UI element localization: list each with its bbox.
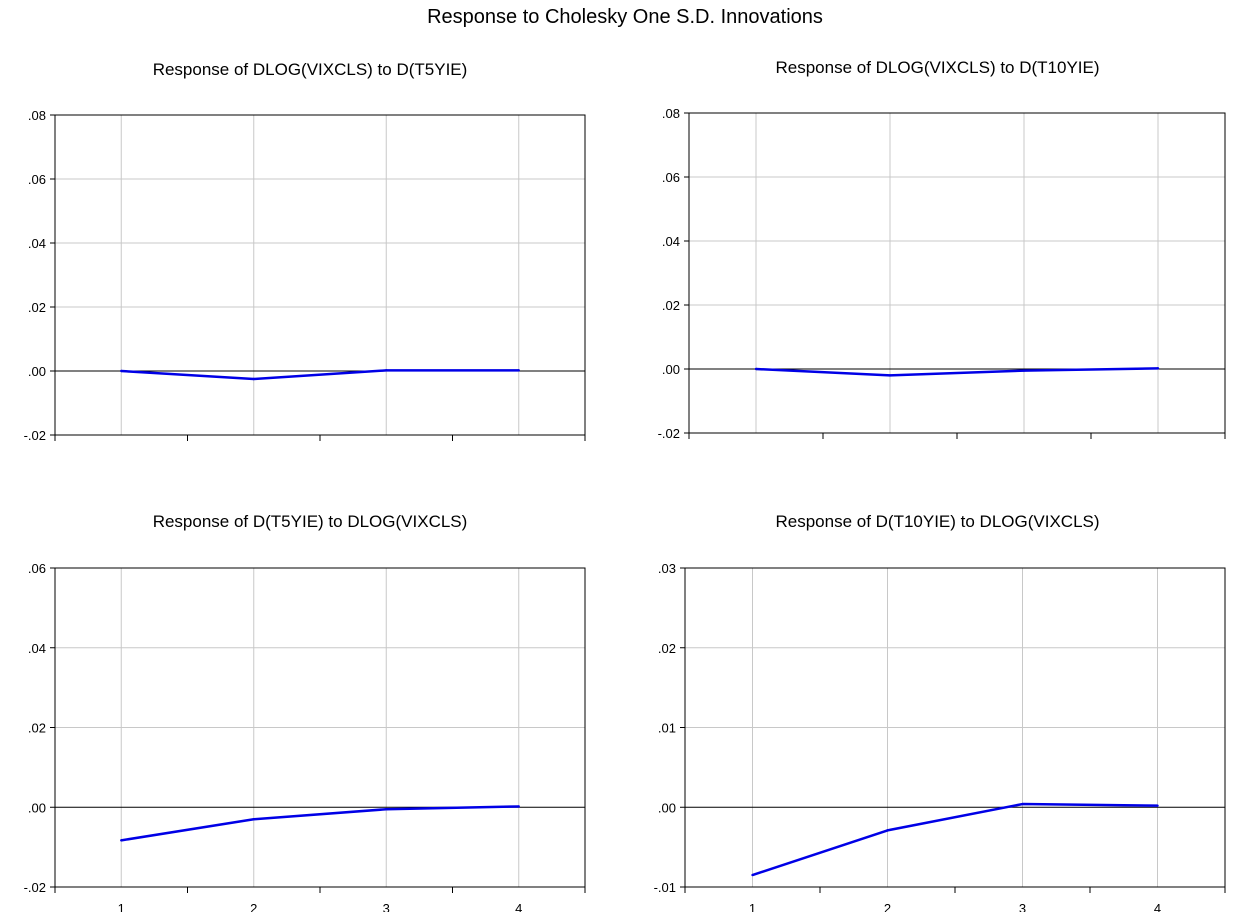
y-tick-label: .04	[28, 641, 46, 656]
plot-area: -.01 .00 .01 .02 .03 1 2 3 4	[654, 561, 1226, 912]
chart-title: Response of DLOG(VIXCLS) to D(T10YIE)	[775, 58, 1100, 77]
y-tick-label: .00	[658, 800, 676, 815]
plot-area: -.02 .00 .02 .04 .06 .08 1 2 3 4	[658, 106, 1226, 448]
data-point	[385, 369, 388, 372]
y-tick-label: .02	[658, 641, 676, 656]
y-tick-label: .06	[28, 561, 46, 576]
x-tick-label: 1	[118, 901, 125, 912]
data-point	[252, 377, 255, 381]
response-line	[121, 369, 519, 381]
data-point	[1022, 369, 1026, 372]
y-tick-label: .00	[28, 364, 46, 379]
x-tick-label: 2	[250, 449, 257, 450]
y-tick-label: .00	[28, 800, 46, 815]
chart-title: Response of D(T10YIE) to DLOG(VIXCLS)	[775, 512, 1100, 531]
x-tick-label: 2	[886, 447, 893, 448]
chart-title: Response of D(T5YIE) to DLOG(VIXCLS)	[152, 512, 468, 531]
y-tick-label: .04	[662, 234, 680, 249]
x-tick-label: 3	[383, 901, 390, 912]
plot-frame	[688, 112, 1226, 434]
y-tick-label: .02	[28, 300, 46, 315]
y-tick-label: -.02	[24, 428, 46, 443]
data-point	[886, 829, 889, 832]
x-tick-label: 1	[118, 449, 125, 450]
data-point	[252, 818, 255, 821]
plot-frame	[54, 114, 586, 436]
y-tick-label: .06	[662, 170, 680, 185]
y-tick-label: -.02	[658, 426, 680, 441]
x-tick-label: 3	[383, 449, 390, 450]
response-line	[755, 367, 1159, 377]
x-tick-label: 3	[1020, 447, 1027, 448]
y-tick-label: .01	[658, 721, 676, 736]
plot-area: -.02 .00 .02 .04 .06 1 2 3 4	[24, 561, 586, 912]
x-tick-label: 2	[250, 901, 257, 912]
y-tick-label: .02	[662, 298, 680, 313]
x-tick-label: 4	[515, 449, 522, 450]
y-tick-label: .08	[662, 106, 680, 121]
x-tick-label: 4	[515, 901, 522, 912]
data-point	[120, 369, 123, 373]
x-tick-label: 3	[1019, 901, 1026, 912]
response-line	[121, 805, 519, 842]
data-point	[385, 808, 388, 811]
plot-area: -.02 .00 .02 .04 .06 .08 1 2 3 4	[24, 108, 586, 450]
x-tick-label: 1	[752, 447, 759, 448]
data-point	[517, 369, 520, 372]
data-point	[120, 839, 123, 842]
y-tick-label: .08	[28, 108, 46, 123]
y-tick-label: .06	[28, 172, 46, 187]
response-line	[752, 802, 1158, 877]
y-tick-label: .00	[662, 362, 680, 377]
x-tick-label: 4	[1154, 447, 1161, 448]
data-point	[888, 374, 892, 377]
y-tick-label: .04	[28, 236, 46, 251]
data-point	[754, 367, 758, 371]
chart-panel-top-right: Response of DLOG(VIXCLS) to D(T10YIE) -.…	[625, 58, 1250, 448]
chart-title: Response of DLOG(VIXCLS) to D(T5YIE)	[152, 60, 468, 79]
data-point	[1156, 367, 1160, 370]
x-tick-label: 4	[1154, 901, 1161, 912]
data-point	[1021, 802, 1024, 806]
x-tick-label: 1	[749, 901, 756, 912]
y-tick-label: .02	[28, 721, 46, 736]
y-tick-label: .03	[658, 561, 676, 576]
y-tick-label: -.02	[24, 880, 46, 895]
chart-panel-bottom-right: Response of D(T10YIE) to DLOG(VIXCLS) -.…	[625, 512, 1250, 912]
x-tick-label: 2	[884, 901, 891, 912]
data-point	[517, 805, 520, 808]
chart-panel-top-left: Response of DLOG(VIXCLS) to D(T5YIE) -.0…	[0, 60, 620, 450]
data-point	[751, 873, 754, 877]
figure-title: Response to Cholesky One S.D. Innovation…	[427, 6, 823, 28]
data-point	[1156, 804, 1159, 807]
y-tick-label: -.01	[654, 880, 676, 895]
chart-panel-bottom-left: Response of D(T5YIE) to DLOG(VIXCLS) -.0…	[0, 512, 620, 912]
